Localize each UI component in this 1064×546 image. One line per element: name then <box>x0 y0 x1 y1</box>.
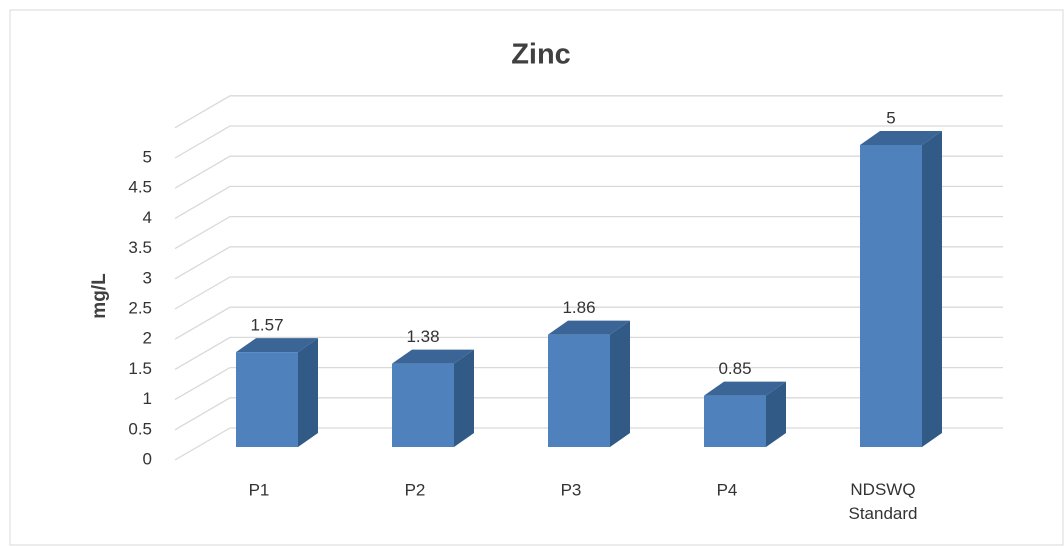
data-label: 1.57 <box>250 316 283 335</box>
data-label: 1.86 <box>562 298 595 317</box>
grid-line <box>174 155 1003 189</box>
data-label: 5 <box>886 108 895 127</box>
y-tick-label: 4 <box>143 208 152 227</box>
y-tick-label: 3 <box>143 268 152 287</box>
bar <box>860 131 942 447</box>
bar-side <box>922 131 942 447</box>
data-label: 0.85 <box>718 359 751 378</box>
grid-line <box>174 246 1003 280</box>
y-tick-label: 5 <box>143 147 152 166</box>
bar-top <box>392 349 474 364</box>
bar-side <box>454 349 474 447</box>
data-label: 1.38 <box>406 327 439 346</box>
bar-front <box>236 352 298 447</box>
y-tick-label: 0 <box>143 449 152 468</box>
grid-line <box>174 185 1003 219</box>
grid-line <box>174 95 1003 129</box>
y-tick-label: 2.5 <box>128 298 152 317</box>
y-tick-label: 2 <box>143 329 152 348</box>
y-axis-label: mg/L <box>89 273 110 319</box>
y-tick-label: 1.5 <box>128 359 152 378</box>
grid-line <box>174 366 1003 401</box>
x-tick-label: NDSWQ Standard <box>849 480 918 523</box>
bar <box>548 320 630 447</box>
grid-line <box>174 336 1003 370</box>
y-tick-label: 1 <box>143 389 152 408</box>
x-tick-label: P2 <box>405 480 426 499</box>
grid-line <box>174 306 1003 340</box>
bar-side <box>766 381 786 447</box>
y-tick-label: 4.5 <box>128 178 152 197</box>
bar-front <box>392 363 454 447</box>
chart-title: Zinc <box>511 39 571 71</box>
bar <box>392 349 474 447</box>
bar-front <box>548 334 610 447</box>
bar-side <box>610 320 630 447</box>
grid-line <box>174 125 1003 159</box>
grid-line <box>174 276 1003 310</box>
bar <box>704 381 786 447</box>
bar-side <box>298 338 318 447</box>
bar-top <box>548 320 630 335</box>
grid-line <box>174 215 1003 250</box>
bar-front <box>704 395 766 447</box>
bar-top <box>236 338 318 353</box>
bar-top <box>860 131 942 145</box>
y-tick-label: 0.5 <box>128 419 152 438</box>
y-tick-label: 3.5 <box>128 238 152 257</box>
bar <box>236 338 318 447</box>
bar-front <box>860 145 922 447</box>
x-tick-label: P1 <box>249 480 270 499</box>
x-tick-label: P3 <box>561 480 582 499</box>
bar-top <box>704 381 786 396</box>
x-tick-label: P4 <box>717 480 738 499</box>
